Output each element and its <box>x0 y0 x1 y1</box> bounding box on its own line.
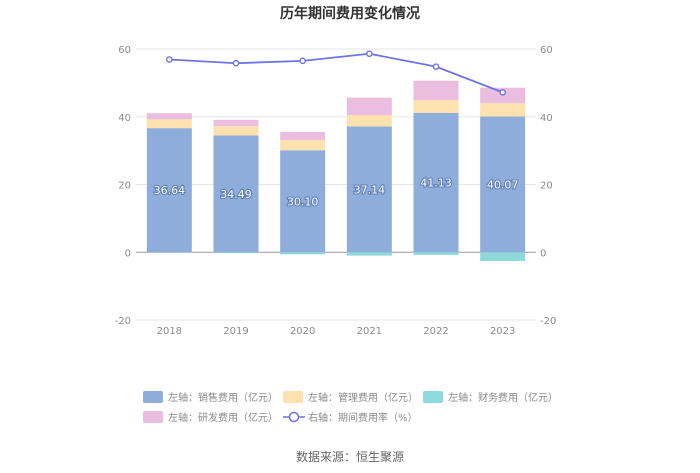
legend: 左轴：销售费用（亿元） 左轴：管理费用（亿元） 左轴：财务费用（亿元） 左轴：研发费用… <box>143 391 558 424</box>
x-tick-label: 2023 <box>490 326 515 337</box>
bar-2-2018 <box>146 252 192 253</box>
bar-2-2020 <box>280 252 326 255</box>
bar-0-2020 <box>280 150 326 253</box>
legend-label: 左轴：管理费用（亿元） <box>308 391 418 404</box>
left-tick-label: 20 <box>118 181 131 192</box>
bar-data-label: 36.64 <box>154 184 186 197</box>
x-tick-label: 2022 <box>423 326 448 337</box>
bar-2-2019 <box>213 252 259 253</box>
bar-data-label: 30.10 <box>287 195 319 208</box>
right-tick-label: 40 <box>540 113 553 124</box>
x-axis-ticks: 2018 2019 2020 2021 2022 2023 <box>157 326 516 337</box>
bar-3-2020 <box>280 131 326 141</box>
legend-swatch <box>283 391 303 403</box>
rate-line <box>169 52 503 94</box>
bar-2-2023 <box>480 252 526 262</box>
right-tick-label: 0 <box>540 248 546 259</box>
bar-0-2019 <box>213 135 259 253</box>
legend-label: 左轴：研发费用（亿元） <box>168 411 278 424</box>
legend-marker-icon <box>288 411 300 423</box>
rate-point <box>366 50 373 58</box>
grid-layer <box>136 48 536 321</box>
bar-3-2019 <box>213 119 259 127</box>
left-axis-ticks: -20 0 20 40 60 <box>115 45 131 327</box>
bar-0-2018 <box>146 128 192 253</box>
x-tick-label: 2020 <box>290 326 315 337</box>
line-layer <box>166 50 506 96</box>
legend-label: 左轴：财务费用（亿元） <box>448 391 558 404</box>
left-tick-label: 40 <box>118 113 131 124</box>
right-axis-ticks: -20 0 20 40 60 <box>540 45 556 327</box>
legend-label: 右轴：期间费用率（%） <box>308 411 418 424</box>
rate-point <box>166 56 173 63</box>
rate-point <box>232 59 240 67</box>
x-tick-label: 2021 <box>357 326 382 337</box>
legend-label: 左轴：销售费用（亿元） <box>168 391 278 404</box>
chart-title: 历年期间费用变化情况 <box>280 5 420 22</box>
x-tick-label: 2019 <box>223 326 248 337</box>
right-tick-label: 60 <box>540 45 553 56</box>
bar-0-2022 <box>413 112 459 253</box>
rate-point <box>299 57 306 65</box>
left-tick-label: 0 <box>125 248 131 259</box>
bar-data-label: 40.07 <box>487 178 519 191</box>
legend-swatch <box>143 411 163 423</box>
rate-point <box>499 89 506 96</box>
bar-2-2021 <box>346 252 392 256</box>
bar-3-2022 <box>413 80 459 101</box>
bar-0-2021 <box>346 126 392 253</box>
data-labels-layer: 36.64 34.49 30.10 37.14 41.13 40.07 <box>153 176 520 210</box>
left-tick-label: 60 <box>118 45 131 56</box>
bar-data-label: 34.49 <box>220 188 252 201</box>
bar-data-label: 37.14 <box>354 183 386 196</box>
bar-3-2021 <box>346 97 392 116</box>
left-tick-label: -20 <box>115 316 131 327</box>
bar-2-2022 <box>413 252 459 255</box>
legend-swatch <box>423 391 443 403</box>
bar-1-2022 <box>413 100 459 113</box>
bar-1-2018 <box>146 119 192 129</box>
source-note: 数据来源：恒生聚源 <box>296 449 404 464</box>
bar-1-2020 <box>280 140 326 151</box>
bar-data-label: 41.13 <box>420 177 452 190</box>
bar-0-2023 <box>480 116 526 253</box>
bar-3-2018 <box>146 113 192 120</box>
bar-1-2019 <box>213 126 259 136</box>
right-tick-label: -20 <box>540 316 556 327</box>
legend-swatch <box>143 391 163 403</box>
bar-1-2021 <box>346 115 392 127</box>
right-tick-label: 20 <box>540 181 553 192</box>
rate-point <box>432 63 440 70</box>
bars-layer <box>146 80 526 262</box>
x-tick-label: 2018 <box>157 326 182 337</box>
bar-1-2023 <box>480 103 526 117</box>
